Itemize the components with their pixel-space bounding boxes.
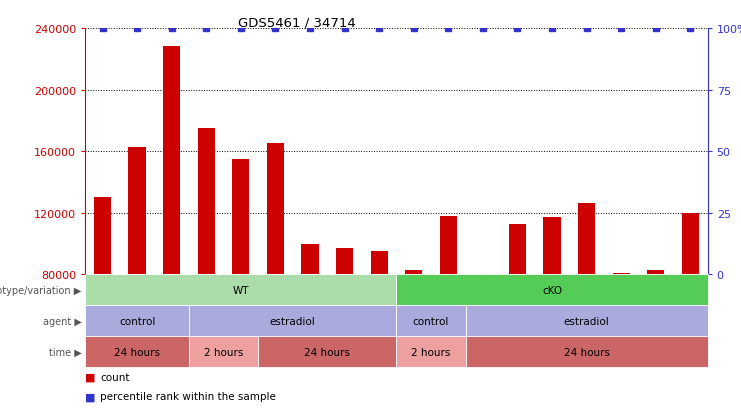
- Text: agent ▶: agent ▶: [43, 316, 82, 326]
- Text: genotype/variation ▶: genotype/variation ▶: [0, 285, 82, 295]
- Text: ■: ■: [85, 392, 96, 401]
- Bar: [198, 129, 215, 398]
- Text: estradiol: estradiol: [564, 316, 610, 326]
- Text: GDS5461 / 34714: GDS5461 / 34714: [238, 17, 355, 29]
- Text: 24 hours: 24 hours: [114, 347, 160, 357]
- Bar: [370, 252, 388, 398]
- Bar: [128, 147, 146, 398]
- Text: control: control: [413, 316, 449, 326]
- Text: 2 hours: 2 hours: [411, 347, 451, 357]
- Text: 24 hours: 24 hours: [305, 347, 350, 357]
- Text: ■: ■: [85, 372, 96, 382]
- Bar: [682, 213, 699, 398]
- Bar: [474, 275, 491, 398]
- Bar: [439, 216, 457, 398]
- Bar: [94, 198, 111, 398]
- Text: WT: WT: [233, 285, 249, 295]
- Bar: [267, 144, 284, 398]
- Bar: [163, 47, 180, 398]
- Bar: [405, 270, 422, 398]
- Text: count: count: [100, 372, 130, 382]
- Bar: [509, 224, 526, 398]
- Bar: [302, 244, 319, 398]
- Bar: [578, 204, 595, 398]
- Text: time ▶: time ▶: [49, 347, 82, 357]
- Bar: [543, 218, 561, 398]
- Bar: [232, 159, 250, 398]
- Text: control: control: [119, 316, 156, 326]
- Text: cKO: cKO: [542, 285, 562, 295]
- Text: estradiol: estradiol: [270, 316, 316, 326]
- Bar: [647, 270, 665, 398]
- Text: percentile rank within the sample: percentile rank within the sample: [100, 392, 276, 401]
- Bar: [336, 249, 353, 398]
- Bar: [613, 273, 630, 398]
- Text: 2 hours: 2 hours: [204, 347, 243, 357]
- Text: 24 hours: 24 hours: [564, 347, 610, 357]
